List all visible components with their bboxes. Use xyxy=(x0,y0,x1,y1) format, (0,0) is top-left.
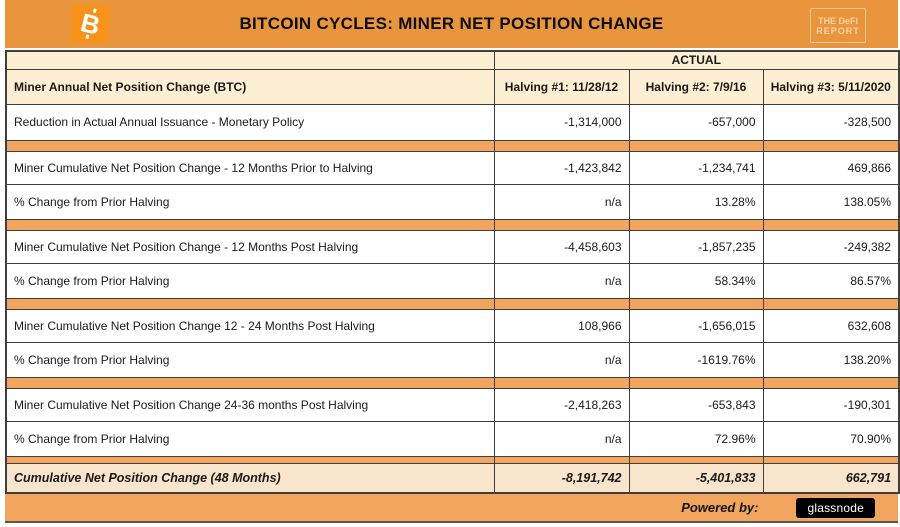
row-value: -190,301 xyxy=(762,387,900,422)
footer-bar: Powered by: glassnode xyxy=(5,494,898,523)
row-value: n/a xyxy=(493,341,630,378)
row-value: 70.90% xyxy=(762,420,900,457)
miner-net-position-table: ACTUAL Miner Annual Net Position Change … xyxy=(5,50,900,494)
row-value: -657,000 xyxy=(628,103,764,141)
column-header-row: Miner Annual Net Position Change (BTC) H… xyxy=(5,68,900,105)
defi-report-logo-icon: THE DeFi REPORT xyxy=(810,8,866,43)
table-row: % Change from Prior Halving n/a 58.34% 8… xyxy=(5,262,900,299)
separator-row xyxy=(5,455,900,464)
title-banner: B BITCOIN CYCLES: MINER NET POSITION CHA… xyxy=(5,0,898,48)
row-header-title: Miner Annual Net Position Change (BTC) xyxy=(5,68,495,105)
total-row-value: -5,401,833 xyxy=(628,462,764,494)
row-label: % Change from Prior Halving xyxy=(5,262,495,299)
bitcoin-logo-icon: B xyxy=(71,5,109,43)
row-value: -1,857,235 xyxy=(628,229,764,264)
row-value: -1,656,015 xyxy=(628,308,764,343)
row-label: % Change from Prior Halving xyxy=(5,341,495,378)
table-row: Reduction in Actual Annual Issuance - Mo… xyxy=(5,103,900,141)
actual-group-label: ACTUAL xyxy=(493,50,900,70)
row-value: -1,314,000 xyxy=(493,103,630,141)
halving3-header: Halving #3: 5/11/2020 xyxy=(762,68,900,105)
defi-logo-line2: REPORT xyxy=(816,25,860,36)
content-wrapper: B BITCOIN CYCLES: MINER NET POSITION CHA… xyxy=(5,0,900,523)
table-row: % Change from Prior Halving n/a 13.28% 1… xyxy=(5,183,900,220)
separator-row xyxy=(5,218,900,231)
table-row: Miner Cumulative Net Position Change 12 … xyxy=(5,308,900,343)
table-row: % Change from Prior Halving n/a 72.96% 7… xyxy=(5,420,900,457)
total-row-value: 662,791 xyxy=(762,462,900,494)
halving1-header: Halving #1: 11/28/12 xyxy=(493,68,630,105)
actual-group-row: ACTUAL xyxy=(5,50,900,70)
row-label: Reduction in Actual Annual Issuance - Mo… xyxy=(5,103,495,141)
table-row: Miner Cumulative Net Position Change - 1… xyxy=(5,150,900,185)
row-value: 72.96% xyxy=(628,420,764,457)
table-row: Miner Cumulative Net Position Change 24-… xyxy=(5,387,900,422)
row-value: 138.05% xyxy=(762,183,900,220)
row-value: -328,500 xyxy=(762,103,900,141)
row-value: n/a xyxy=(493,420,630,457)
row-value: -653,843 xyxy=(628,387,764,422)
table-row: % Change from Prior Halving n/a -1619.76… xyxy=(5,341,900,378)
row-value: 138.20% xyxy=(762,341,900,378)
row-value: 58.34% xyxy=(628,262,764,299)
row-value: -4,458,603 xyxy=(493,229,630,264)
row-label: Miner Cumulative Net Position Change 12 … xyxy=(5,308,495,343)
row-label: % Change from Prior Halving xyxy=(5,183,495,220)
halving2-header: Halving #2: 7/9/16 xyxy=(628,68,764,105)
page-title: BITCOIN CYCLES: MINER NET POSITION CHANG… xyxy=(239,14,664,33)
total-row-value: -8,191,742 xyxy=(493,462,630,494)
corner-cell xyxy=(5,50,495,70)
row-value: n/a xyxy=(493,262,630,299)
row-value: -1,234,741 xyxy=(628,150,764,185)
row-label: Miner Cumulative Net Position Change 24-… xyxy=(5,387,495,422)
separator-row xyxy=(5,376,900,389)
row-value: -1,423,842 xyxy=(493,150,630,185)
table-row: Miner Cumulative Net Position Change - 1… xyxy=(5,229,900,264)
row-value: -2,418,263 xyxy=(493,387,630,422)
row-value: 469,866 xyxy=(762,150,900,185)
row-value: 86.57% xyxy=(762,262,900,299)
row-value: 13.28% xyxy=(628,183,764,220)
row-value: -249,382 xyxy=(762,229,900,264)
row-label: Miner Cumulative Net Position Change - 1… xyxy=(5,229,495,264)
row-value: 632,608 xyxy=(762,308,900,343)
defi-logo-line1: THE DeFi xyxy=(817,15,858,26)
row-label: % Change from Prior Halving xyxy=(5,420,495,457)
separator-row xyxy=(5,139,900,152)
row-value: 108,966 xyxy=(493,308,630,343)
total-row-label: Cumulative Net Position Change (48 Month… xyxy=(5,462,495,494)
total-row: Cumulative Net Position Change (48 Month… xyxy=(5,462,900,494)
separator-row xyxy=(5,297,900,310)
row-label: Miner Cumulative Net Position Change - 1… xyxy=(5,150,495,185)
row-value: n/a xyxy=(493,183,630,220)
glassnode-logo: glassnode xyxy=(796,497,875,518)
powered-by-label: Powered by: xyxy=(681,500,759,515)
row-value: -1619.76% xyxy=(628,341,764,378)
